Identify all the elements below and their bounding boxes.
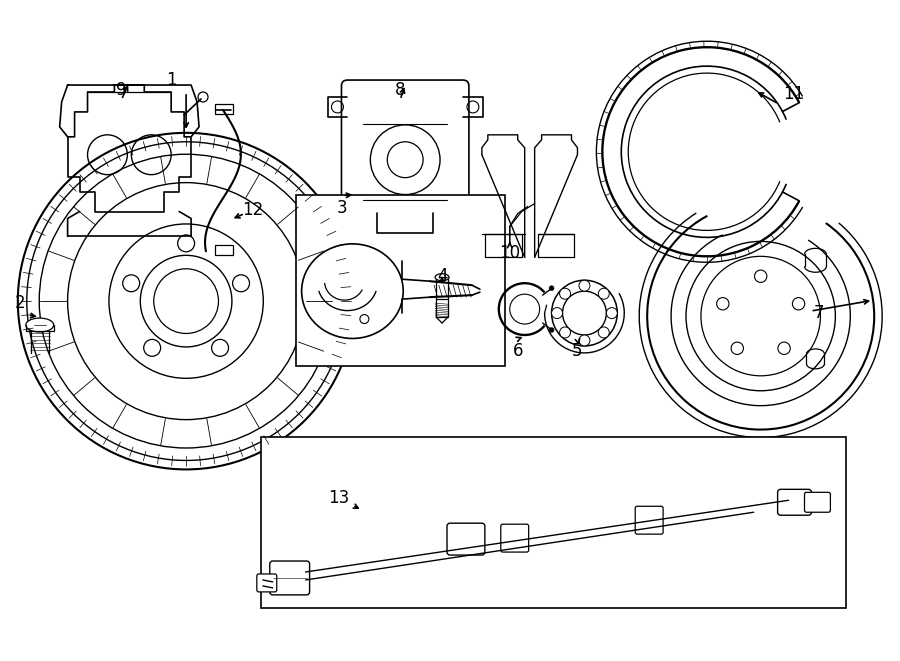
Text: 12: 12 <box>242 200 264 219</box>
Circle shape <box>549 286 554 291</box>
Text: 10: 10 <box>500 245 520 262</box>
Ellipse shape <box>435 274 449 281</box>
Text: 8: 8 <box>395 81 406 99</box>
Circle shape <box>598 288 609 299</box>
Ellipse shape <box>302 244 403 338</box>
Bar <box>215 245 233 255</box>
FancyBboxPatch shape <box>500 524 528 552</box>
Text: 7: 7 <box>814 304 824 322</box>
FancyBboxPatch shape <box>635 506 663 534</box>
Circle shape <box>560 327 571 338</box>
Bar <box>296 194 505 366</box>
FancyBboxPatch shape <box>256 574 276 592</box>
FancyBboxPatch shape <box>270 561 310 595</box>
Circle shape <box>579 335 590 346</box>
Text: 4: 4 <box>436 267 447 286</box>
Text: 11: 11 <box>783 85 805 103</box>
Circle shape <box>579 280 590 291</box>
Text: 13: 13 <box>328 489 349 507</box>
Text: 1: 1 <box>166 71 176 89</box>
Bar <box>261 436 846 608</box>
Bar <box>436 277 448 299</box>
Circle shape <box>607 307 617 319</box>
Bar <box>215 104 233 114</box>
Text: 3: 3 <box>338 198 347 217</box>
Text: 6: 6 <box>512 342 523 360</box>
Circle shape <box>552 307 562 319</box>
FancyBboxPatch shape <box>805 492 831 512</box>
Circle shape <box>598 327 609 338</box>
Text: 9: 9 <box>116 81 127 99</box>
Ellipse shape <box>26 318 54 332</box>
Text: 5: 5 <box>572 342 582 360</box>
Circle shape <box>549 327 554 332</box>
Text: 2: 2 <box>14 294 25 312</box>
FancyBboxPatch shape <box>447 524 485 555</box>
FancyBboxPatch shape <box>778 489 812 515</box>
Circle shape <box>560 288 571 299</box>
